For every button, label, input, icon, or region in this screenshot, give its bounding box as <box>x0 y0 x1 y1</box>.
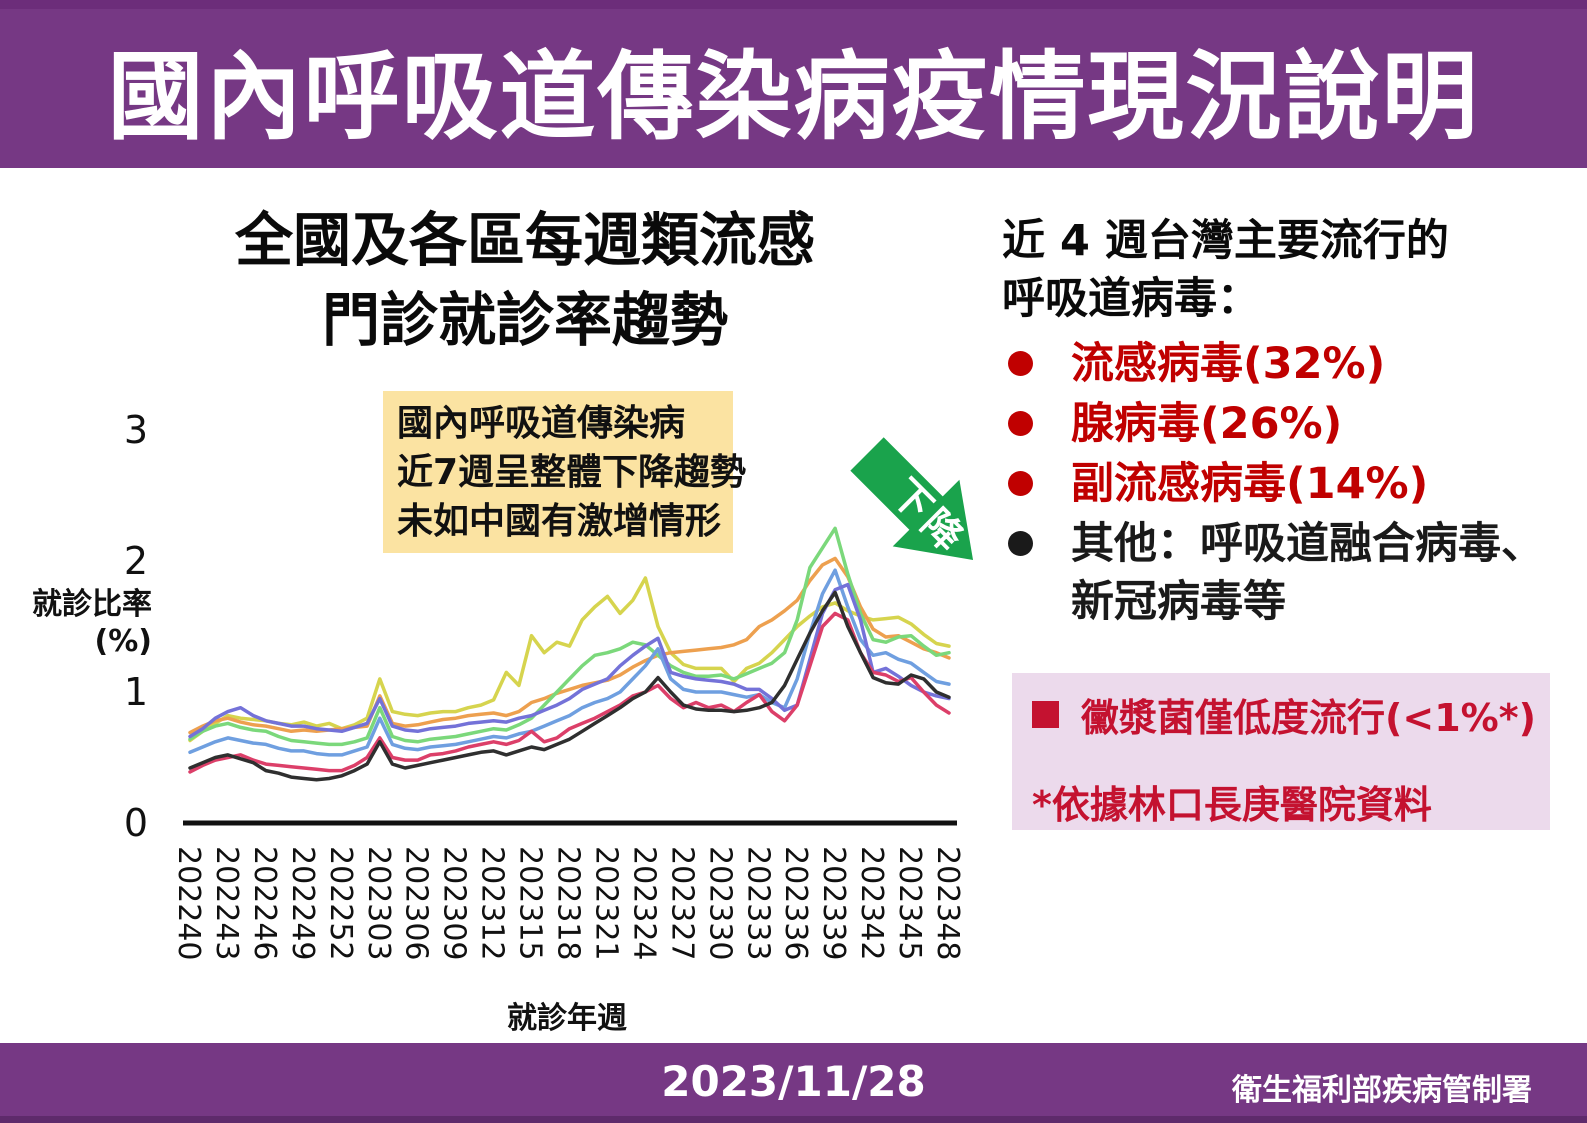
x-tick-label: 202306 <box>399 846 434 961</box>
footer-agency: 衛生福利部疾病管制署 <box>1232 1073 1532 1108</box>
x-tick-label: 202345 <box>892 846 927 961</box>
x-tick-label: 202324 <box>626 846 661 961</box>
line-green <box>188 526 951 747</box>
right-heading-line2: 呼吸道病毒： <box>1002 274 1260 324</box>
x-tick-label: 202240 <box>171 846 206 961</box>
x-tick-label: 202336 <box>778 846 813 961</box>
ili-trend-chart-svg: 0 1 2 3 202240 202243 202246 202249 202252 202303… <box>124 408 965 1036</box>
ili-trend-chart: 0 1 2 3 202240 202243 202246 202249 202252 202303… <box>0 380 990 1040</box>
line-yellow <box>188 576 951 743</box>
down-arrow-icon: 下降 <box>850 437 974 563</box>
page-title: 國內呼吸道傳染病疫情現況說明 <box>107 41 1480 153</box>
annotation-line1: 國內呼吸道傳染病 <box>397 403 686 444</box>
virus-bullet-list: 流感病毒(32%) 腺病毒(26%) 副流感病毒(14%) 其他：呼吸道融合病毒… <box>1002 335 1587 633</box>
chart-title-line2: 門診就診率趨勢 <box>321 286 728 354</box>
x-tick-label: 202321 <box>588 846 623 961</box>
x-tick-label: 202339 <box>816 846 851 961</box>
bullet-label: 腺病毒(26%) <box>1071 399 1343 449</box>
bullet-dot-icon <box>1008 411 1033 436</box>
x-tick-label: 202309 <box>437 846 472 961</box>
bullet-label-line2: 新冠病毒等 <box>1071 577 1286 627</box>
list-item: 流感病毒(32%) <box>1002 335 1587 393</box>
list-item: 副流感病毒(14%) <box>1002 455 1587 513</box>
line-red <box>188 611 951 774</box>
x-tick-label: 202315 <box>513 846 548 961</box>
line-black <box>188 590 951 782</box>
bullet-dot-icon <box>1008 351 1033 376</box>
y-tick-label: 0 <box>124 801 148 845</box>
x-tick-label: 202243 <box>209 846 244 961</box>
y-tick-label: 1 <box>124 670 148 714</box>
annotation-box: 國內呼吸道傳染病 近7週呈整體下降趨勢 未如中國有激增情形 <box>383 391 747 553</box>
footer-banner: 2023/11/28 衛生福利部疾病管制署 <box>0 1043 1587 1123</box>
y-axis-title-line1: 就診比率 <box>32 587 152 622</box>
right-panel-heading: 近 4 週台灣主要流行的 呼吸道病毒： <box>1002 212 1577 328</box>
x-tick-label: 202249 <box>285 846 320 961</box>
bullet-label: 其他：呼吸道融合病毒、 新冠病毒等 <box>1071 515 1544 631</box>
bullet-label: 副流感病毒(14%) <box>1071 459 1429 509</box>
list-item: 其他：呼吸道融合病毒、 新冠病毒等 <box>1002 515 1587 631</box>
chart-title-line1: 全國及各區每週類流感 <box>234 206 815 274</box>
header-banner: 國內呼吸道傳染病疫情現況說明 <box>0 0 1587 168</box>
x-tick-label: 202327 <box>664 846 699 961</box>
bullet-dot-icon <box>1008 531 1033 556</box>
y-axis-title-line2: (%) <box>94 624 152 659</box>
note-line1: 黴漿菌僅低度流行(<1%*) <box>1032 687 1536 742</box>
x-tick-label: 202246 <box>247 846 282 961</box>
bullet-label-line1: 其他：呼吸道融合病毒、 <box>1071 519 1544 569</box>
note-text: 黴漿菌僅低度流行(<1%*) <box>1081 696 1536 740</box>
note-footnote: *依據林口長庚醫院資料 <box>1032 783 1432 827</box>
annotation-line2: 近7週呈整體下降趨勢 <box>397 452 747 493</box>
x-tick-label: 202312 <box>475 846 510 961</box>
x-tick-label: 202333 <box>740 846 775 961</box>
x-tick-label: 202252 <box>323 846 358 961</box>
chart-title: 全國及各區每週類流感 門診就診率趨勢 <box>140 200 910 360</box>
x-axis-title: 就診年週 <box>507 1001 627 1036</box>
bullet-dot-icon <box>1008 471 1033 496</box>
x-tick-label: 202330 <box>702 846 737 961</box>
x-tick-label: 202318 <box>551 846 586 961</box>
y-tick-label: 2 <box>124 539 148 583</box>
line-orange <box>188 556 951 735</box>
footer-date: 2023/11/28 <box>661 1057 926 1106</box>
square-bullet-icon <box>1032 701 1059 728</box>
x-tick-label: 202342 <box>854 846 889 961</box>
y-tick-label: 3 <box>124 408 148 452</box>
x-tick-label: 202348 <box>930 846 965 961</box>
annotation-line3: 未如中國有激增情形 <box>397 501 722 542</box>
line-lightblue <box>188 568 951 757</box>
bullet-label: 流感病毒(32%) <box>1071 339 1386 389</box>
y-axis-title: 就診比率 (%) <box>18 586 152 660</box>
decline-arrow: 下降 <box>828 415 1012 599</box>
mycoplasma-note-box: 黴漿菌僅低度流行(<1%*) *依據林口長庚醫院資料 <box>1012 673 1550 830</box>
right-heading-line1: 近 4 週台灣主要流行的 <box>1002 216 1449 266</box>
list-item: 腺病毒(26%) <box>1002 395 1587 453</box>
x-tick-label: 202303 <box>361 846 396 961</box>
